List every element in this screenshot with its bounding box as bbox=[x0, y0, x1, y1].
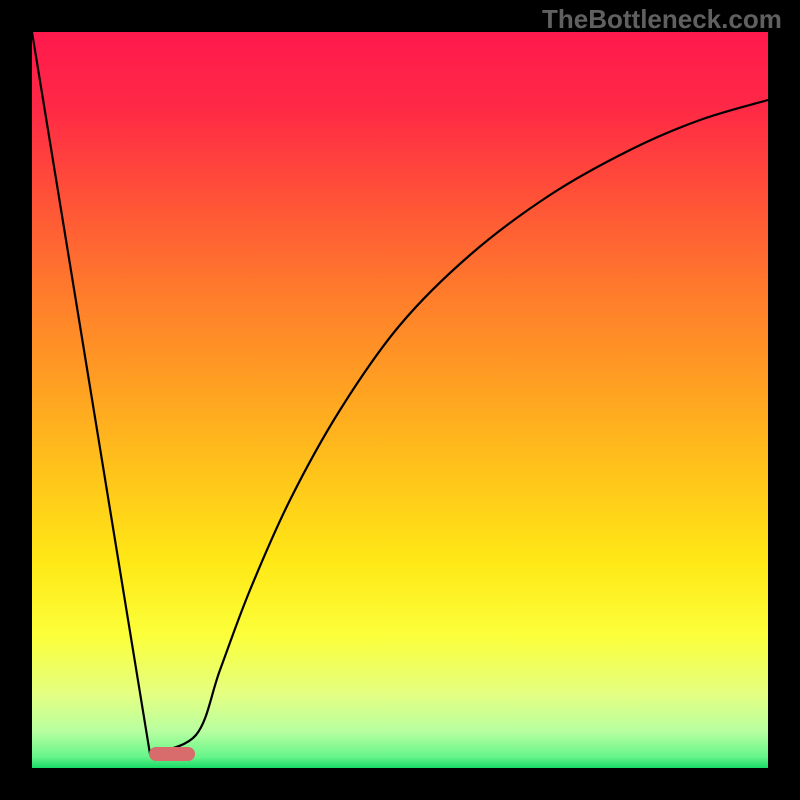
watermark-text: TheBottleneck.com bbox=[542, 4, 782, 35]
chart-svg bbox=[0, 0, 800, 800]
plot-gradient bbox=[32, 32, 768, 768]
valley-marker bbox=[149, 747, 195, 761]
chart-container: TheBottleneck.com bbox=[0, 0, 800, 800]
